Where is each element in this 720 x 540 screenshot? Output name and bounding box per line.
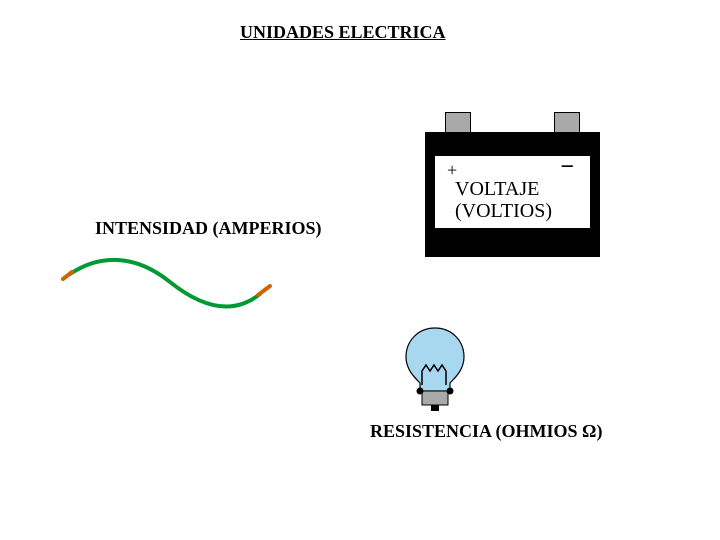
intensity-label: INTENSIDAD (AMPERIOS) <box>95 218 322 239</box>
battery-graphic: + − VOLTAJE (VOLTIOS) <box>425 112 600 257</box>
wire-end-right <box>258 286 270 295</box>
bulb-tip <box>431 405 439 411</box>
battery-label-line2: (VOLTIOS) <box>455 200 552 223</box>
battery-minus-sign: − <box>560 154 574 181</box>
page-title: UNIDADES ELECTRICA <box>240 22 446 43</box>
bulb-contact-left <box>417 388 424 395</box>
wire-path <box>70 260 260 307</box>
bulb-base <box>422 391 448 405</box>
battery-terminal-negative <box>554 112 580 134</box>
wire-end-left <box>63 272 72 279</box>
bulb-graphic <box>400 325 470 415</box>
resistance-label: RESISTENCIA (OHMIOS Ω) <box>370 421 602 442</box>
battery-terminal-positive <box>445 112 471 134</box>
wire-graphic <box>60 252 280 322</box>
battery-label-line1: VOLTAJE <box>455 178 539 201</box>
bulb-glass <box>406 328 464 391</box>
bulb-contact-right <box>447 388 454 395</box>
